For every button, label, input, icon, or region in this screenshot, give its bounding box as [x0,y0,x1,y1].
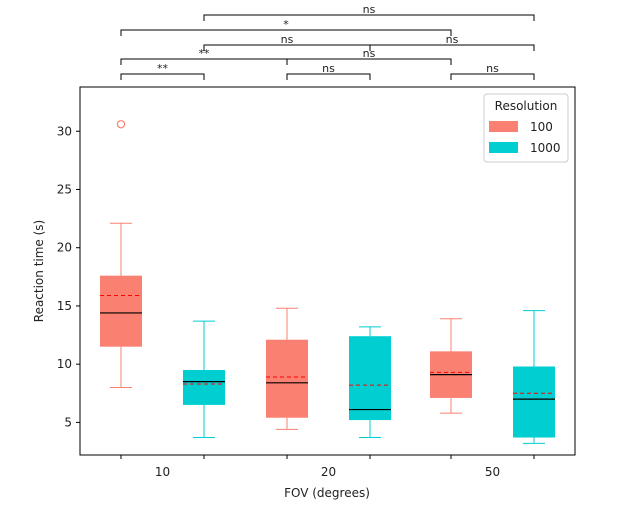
legend-title: Resolution [495,99,558,113]
significance-label: ** [157,62,169,75]
significance-label: ns [281,33,294,46]
x-category-label: 10 [155,465,170,479]
significance-bracket: ns [450,62,535,80]
x-category-label: 20 [321,465,336,479]
significance-label: ** [199,47,211,60]
box-body [513,366,555,438]
y-axis: 5 10 15 20 25 30 [57,124,80,429]
legend-label-1000: 1000 [530,141,561,155]
y-tick-label: 15 [57,299,72,313]
significance-label: ns [363,47,376,60]
box-50-100 [430,318,472,414]
significance-label: ns [322,62,335,75]
bracket-line [286,58,452,65]
bracket-line [203,14,535,21]
box-body [100,275,142,347]
box-20-1000 [349,326,391,439]
significance-label: * [283,18,289,31]
bracket-line [120,29,452,36]
y-tick-label: 20 [57,241,72,255]
y-tick-label: 30 [57,124,72,138]
significance-brackets: ** ns ns ** ns ns ns * ns [120,3,535,80]
y-tick-label: 25 [57,182,72,196]
bracket-line [450,73,535,80]
box-body [183,369,225,405]
y-tick-label: 10 [57,357,72,371]
outlier-point [116,120,126,129]
significance-label: ns [486,62,499,75]
x-axis-label: FOV (degrees) [284,486,370,500]
x-category-label: 50 [485,465,500,479]
significance-label: ns [446,33,459,46]
box-body [349,336,391,421]
box-10-100 [100,120,142,388]
legend-label-100: 100 [530,120,553,134]
legend-swatch-1000 [489,142,518,153]
y-tick-label: 5 [64,415,72,429]
box-50-1000 [513,310,555,444]
y-axis-label: Reaction time (s) [32,220,46,322]
bracket-line [369,44,535,51]
significance-bracket: ns [203,3,535,21]
box-series [100,120,555,444]
legend-swatch-100 [489,121,518,132]
box-body [266,339,308,418]
significance-bracket: ns [369,33,535,51]
x-axis: 10 20 50 [120,455,535,479]
box-20-100 [266,307,308,430]
bracket-line [120,73,205,80]
significance-bracket: ns [286,62,371,80]
significance-bracket: ** [120,62,205,80]
significance-bracket: ns [203,33,371,51]
significance-bracket: * [120,18,452,36]
legend: Resolution 100 1000 [483,93,569,163]
significance-bracket: ns [286,47,452,65]
box-10-1000 [183,320,225,439]
bracket-line [286,73,371,80]
significance-label: ns [363,3,376,16]
